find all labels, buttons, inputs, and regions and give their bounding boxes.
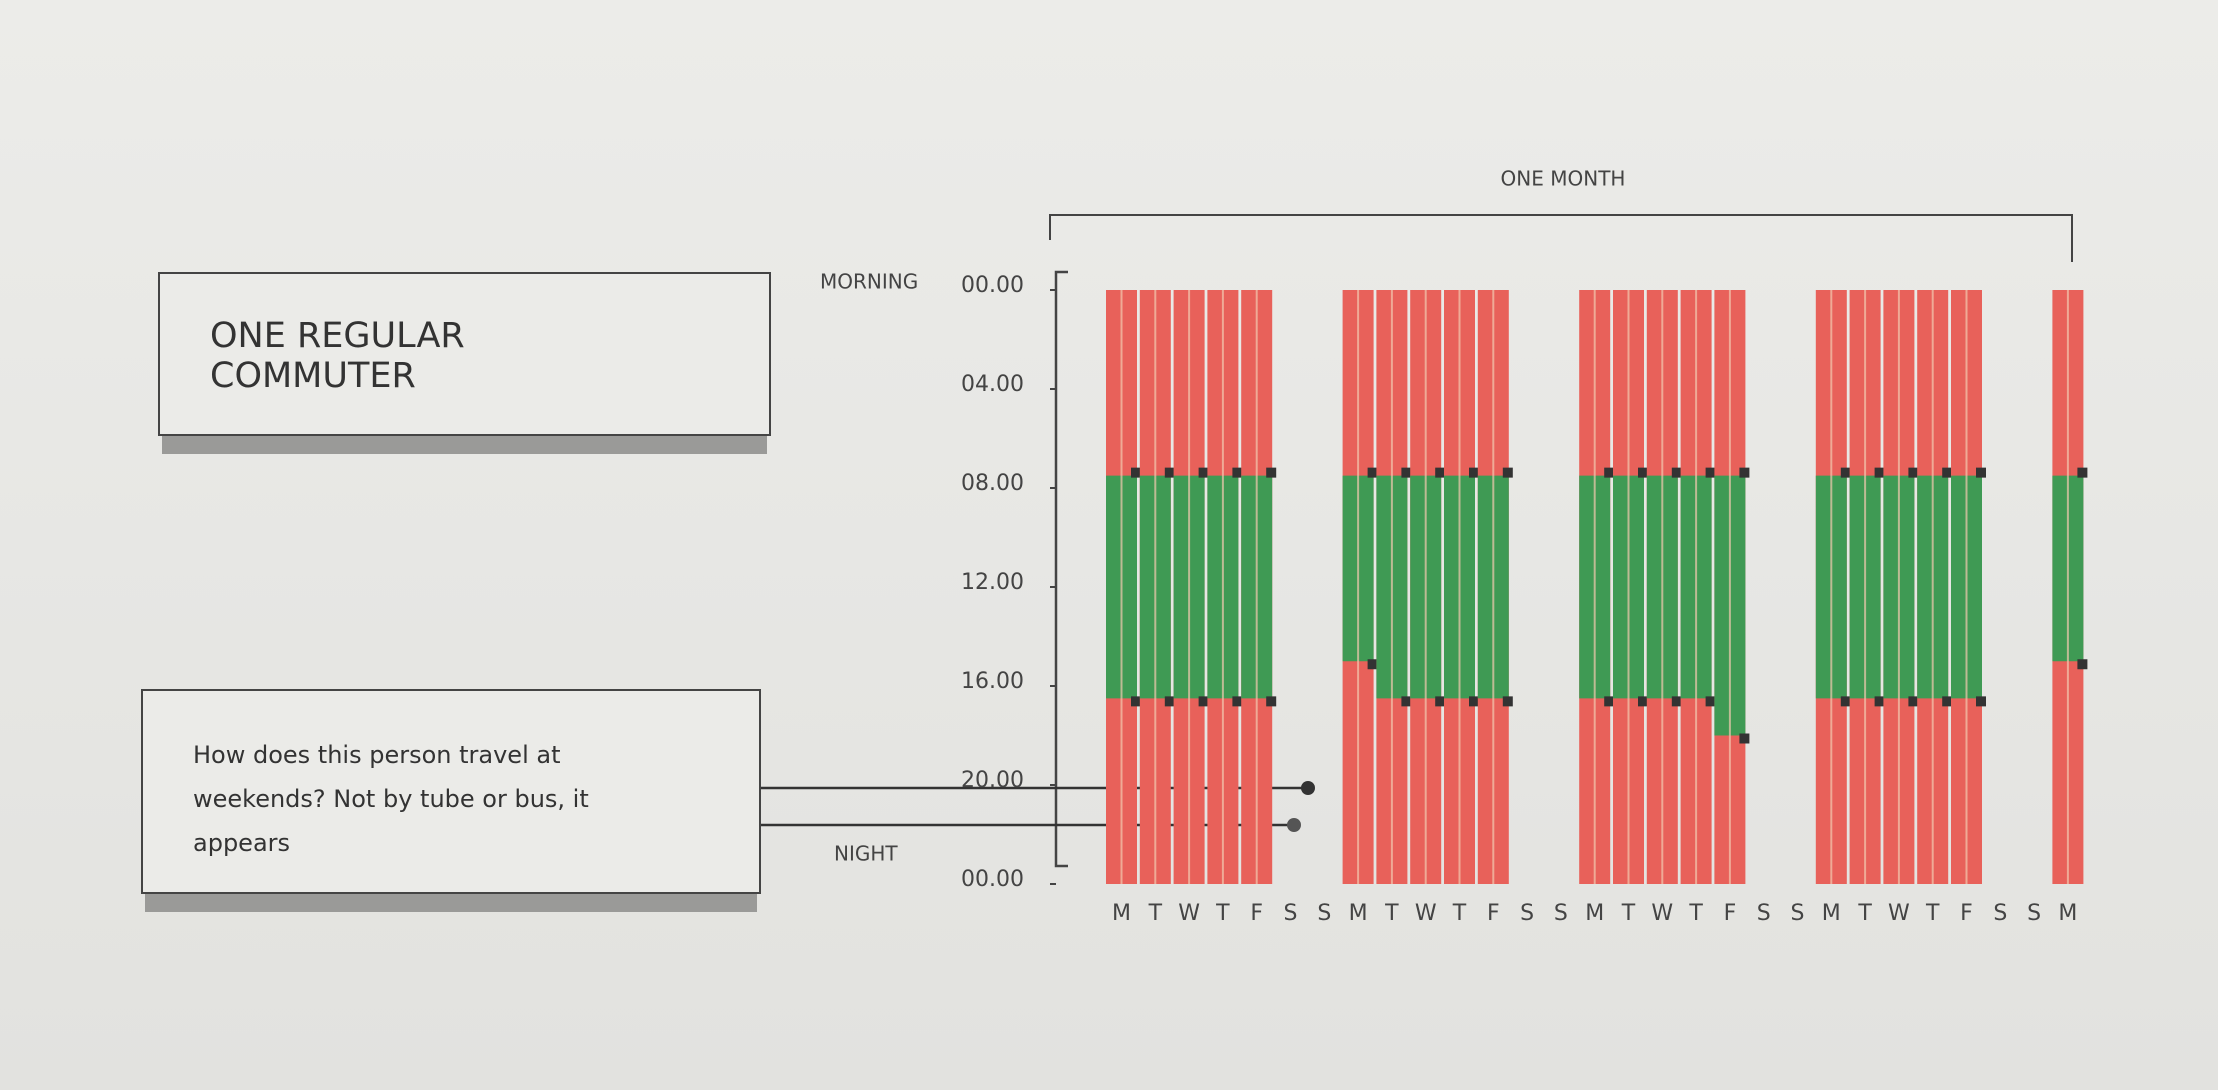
y-top-label: MORNING <box>820 270 918 294</box>
transition-mark <box>1604 696 1615 707</box>
x-tick-label: T <box>1925 901 1940 926</box>
y-tick-label: 12.00 <box>961 570 1024 595</box>
x-tick-label: T <box>1452 901 1467 926</box>
x-tick-label: T <box>1857 901 1872 926</box>
y-tick-label: 04.00 <box>961 372 1024 397</box>
x-tick-label: T <box>1384 901 1399 926</box>
transition-mark <box>1840 696 1851 707</box>
transition-mark <box>1367 467 1378 478</box>
transition-mark <box>1942 696 1953 707</box>
x-tick-label: S <box>1284 901 1298 926</box>
connector-dot <box>1301 781 1315 795</box>
x-tick-label: S <box>1791 901 1805 926</box>
y-bottom-label: NIGHT <box>834 842 898 866</box>
transition-mark <box>2077 467 2088 478</box>
day-bracket <box>1054 270 1068 868</box>
x-tick-label: T <box>1688 901 1703 926</box>
transition-mark <box>1131 467 1141 478</box>
x-tick-label: S <box>1520 901 1534 926</box>
transition-mark <box>1198 696 1209 707</box>
chart-title: ONE MONTH <box>1501 167 1626 191</box>
x-tick-label: W <box>1178 901 1200 926</box>
annotation-text: How does this person travel at weekends?… <box>193 741 589 857</box>
x-tick-label: M <box>1822 901 1841 926</box>
transition-mark <box>1840 467 1851 478</box>
transition-mark <box>1671 696 1682 707</box>
transition-mark <box>1164 467 1175 478</box>
x-tick-label: M <box>1112 901 1131 926</box>
x-tick-label: M <box>1585 901 1604 926</box>
y-tick-label: 00.00 <box>961 273 1024 298</box>
x-tick-label: S <box>1757 901 1771 926</box>
transition-mark <box>1671 467 1682 478</box>
x-tick-label: W <box>1415 901 1437 926</box>
x-tick-label: S <box>1317 901 1331 926</box>
transition-mark <box>1401 696 1412 707</box>
x-tick-label: F <box>1724 901 1737 926</box>
x-tick-label: M <box>1349 901 1368 926</box>
transition-mark <box>1469 696 1479 707</box>
x-tick-label: W <box>1888 901 1910 926</box>
x-tick-label: S <box>1554 901 1568 926</box>
transition-mark <box>1604 467 1615 478</box>
x-tick-label: F <box>1960 901 1973 926</box>
transition-mark <box>1739 467 1750 478</box>
transition-mark <box>1266 467 1277 478</box>
transition-mark <box>1908 467 1919 478</box>
transition-mark <box>1502 696 1513 707</box>
x-tick-label: F <box>1487 901 1500 926</box>
x-tick-label: S <box>2027 901 2041 926</box>
y-tick-label: 16.00 <box>961 669 1024 694</box>
transition-mark <box>1198 467 1209 478</box>
transition-mark <box>1908 696 1919 707</box>
x-tick-label: T <box>1621 901 1636 926</box>
transition-mark <box>1502 467 1513 478</box>
x-tick-label: W <box>1651 901 1673 926</box>
transition-mark <box>1638 467 1648 478</box>
transition-mark <box>1401 467 1412 478</box>
x-tick-label: S <box>1993 901 2007 926</box>
transition-mark <box>1638 696 1648 707</box>
transition-mark <box>1435 467 1446 478</box>
transition-mark <box>1705 696 1716 707</box>
transition-mark <box>1232 467 1243 478</box>
transition-mark <box>1874 696 1885 707</box>
transition-mark <box>1266 696 1277 707</box>
transition-mark <box>1232 696 1243 707</box>
annotation-box: How does this person travel at weekends?… <box>141 689 761 894</box>
transition-mark <box>1874 467 1885 478</box>
connector-dot <box>1287 818 1301 832</box>
x-tick-label: T <box>1215 901 1230 926</box>
transition-mark <box>1942 467 1953 478</box>
transition-mark <box>1435 696 1446 707</box>
y-tick-label: 20.00 <box>961 768 1024 793</box>
transition-mark <box>1469 467 1479 478</box>
transition-mark <box>1976 467 1986 478</box>
y-tick-label: 00.00 <box>961 867 1024 892</box>
month-bracket <box>1049 214 2073 262</box>
x-tick-label: M <box>2058 901 2077 926</box>
transition-mark <box>1976 696 1986 707</box>
transition-mark <box>1739 733 1750 744</box>
transition-mark <box>1131 696 1141 707</box>
x-tick-label: T <box>1148 901 1163 926</box>
label-text: ONE REGULAR COMMUTER <box>210 316 465 396</box>
transition-mark <box>2077 659 2088 670</box>
transition-mark <box>1705 467 1716 478</box>
transition-mark <box>1367 659 1378 670</box>
label-box: ONE REGULAR COMMUTER <box>158 272 771 436</box>
x-tick-label: F <box>1250 901 1263 926</box>
y-tick-label: 08.00 <box>961 471 1024 496</box>
transition-mark <box>1164 696 1175 707</box>
